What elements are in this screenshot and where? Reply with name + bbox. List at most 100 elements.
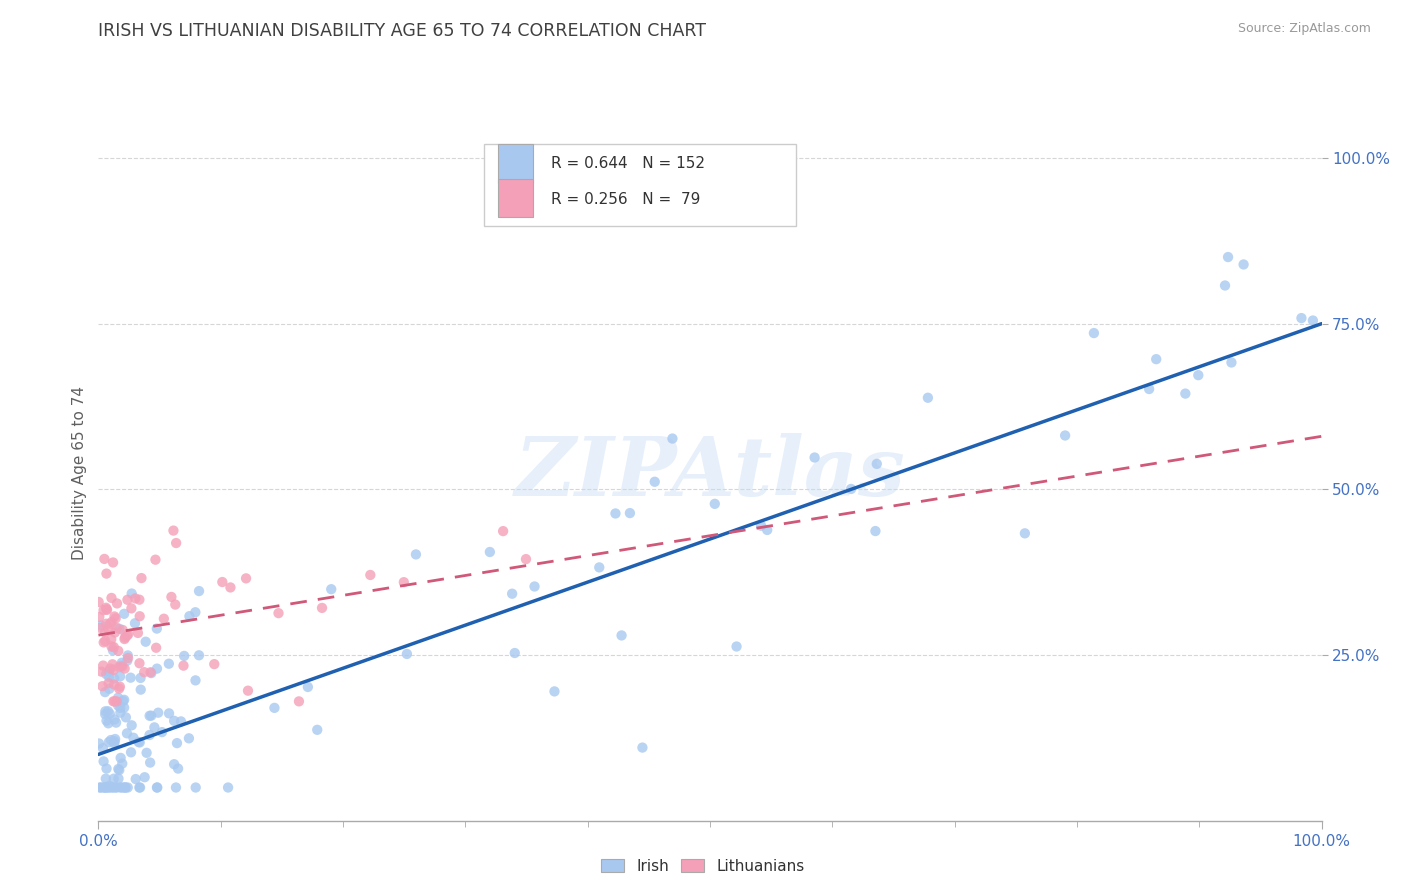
- Point: [100, 615, 122, 629]
- Point: [145, 552, 167, 566]
- Point: [866, 457, 889, 471]
- Point: [125, 772, 148, 786]
- Point: [177, 731, 200, 746]
- Point: [492, 524, 515, 538]
- Point: [610, 628, 633, 642]
- Point: [128, 592, 150, 607]
- Point: [96, 602, 118, 616]
- Point: [114, 631, 136, 645]
- Point: [165, 536, 187, 550]
- Point: [108, 763, 131, 777]
- Point: [749, 518, 772, 533]
- Point: [134, 665, 156, 680]
- Y-axis label: Disability Age 65 to 74: Disability Age 65 to 74: [72, 385, 87, 560]
- Point: [150, 725, 173, 739]
- Point: [703, 497, 725, 511]
- Point: [865, 524, 887, 538]
- Point: [588, 560, 610, 574]
- Point: [139, 665, 162, 680]
- Point: [619, 506, 641, 520]
- Point: [94, 772, 117, 786]
- Point: [139, 756, 162, 770]
- Point: [297, 680, 319, 694]
- Point: [1054, 428, 1077, 442]
- Point: [97, 664, 120, 678]
- Point: [1014, 526, 1036, 541]
- Point: [103, 736, 125, 750]
- Point: [605, 507, 627, 521]
- Point: [188, 584, 211, 599]
- Point: [146, 622, 169, 636]
- Legend: Irish, Lithuanians: Irish, Lithuanians: [595, 853, 811, 880]
- Point: [110, 658, 132, 673]
- Point: [134, 770, 156, 784]
- Point: [235, 571, 257, 585]
- Point: [395, 647, 418, 661]
- Point: [146, 706, 169, 720]
- Point: [96, 566, 118, 581]
- Point: [100, 780, 122, 795]
- Point: [162, 524, 184, 538]
- Point: [103, 640, 125, 654]
- Point: [165, 598, 187, 612]
- Point: [94, 707, 117, 722]
- Point: [515, 552, 537, 566]
- Point: [146, 662, 169, 676]
- Point: [110, 751, 132, 765]
- Point: [110, 780, 132, 795]
- Point: [96, 603, 118, 617]
- Point: [103, 677, 125, 691]
- Point: [644, 475, 666, 489]
- Point: [103, 663, 125, 677]
- Point: [756, 523, 779, 537]
- Point: [94, 780, 117, 795]
- Point: [127, 626, 149, 640]
- Point: [141, 666, 163, 681]
- Point: [103, 780, 125, 795]
- Point: [117, 651, 139, 665]
- Point: [108, 681, 131, 696]
- Point: [100, 733, 122, 747]
- Point: [93, 780, 115, 795]
- Point: [91, 658, 114, 673]
- Point: [112, 694, 135, 708]
- Point: [108, 622, 131, 636]
- Point: [173, 648, 195, 663]
- Point: [90, 618, 112, 632]
- Point: [117, 627, 139, 641]
- Point: [104, 694, 127, 708]
- Point: [93, 603, 115, 617]
- Point: [97, 704, 120, 718]
- Point: [115, 629, 138, 643]
- Point: [167, 762, 190, 776]
- Point: [93, 635, 115, 649]
- Point: [1302, 313, 1324, 327]
- Point: [359, 568, 381, 582]
- Point: [100, 591, 122, 605]
- Point: [98, 616, 121, 631]
- Point: [184, 780, 207, 795]
- Point: [392, 575, 415, 590]
- Point: [98, 779, 121, 793]
- Point: [117, 654, 139, 668]
- Point: [105, 780, 128, 795]
- Point: [166, 736, 188, 750]
- Point: [128, 609, 150, 624]
- Point: [96, 667, 118, 681]
- Point: [146, 780, 169, 795]
- Point: [219, 581, 242, 595]
- Point: [107, 762, 129, 776]
- Point: [103, 671, 125, 685]
- Point: [1174, 386, 1197, 401]
- Point: [96, 714, 118, 728]
- Point: [543, 684, 565, 698]
- Point: [1083, 326, 1105, 340]
- Text: IRISH VS LITHUANIAN DISABILITY AGE 65 TO 74 CORRELATION CHART: IRISH VS LITHUANIAN DISABILITY AGE 65 TO…: [98, 22, 706, 40]
- Point: [1232, 257, 1254, 271]
- Point: [94, 780, 117, 795]
- Point: [124, 591, 146, 606]
- Point: [288, 694, 311, 708]
- Point: [121, 718, 143, 732]
- Point: [108, 660, 131, 674]
- Point: [165, 780, 187, 795]
